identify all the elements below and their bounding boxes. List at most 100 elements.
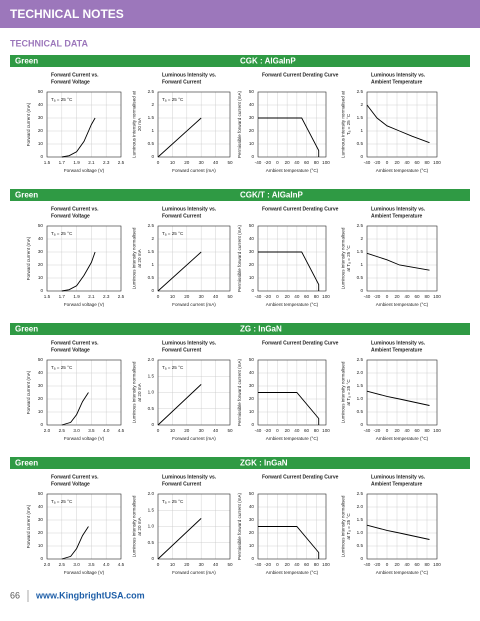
x-axis-label: Ambient temperature (°C) bbox=[266, 302, 319, 307]
annotation: Tₐ = 25 °C bbox=[51, 499, 73, 504]
y-tick-label: 1.5 bbox=[357, 249, 364, 254]
x-tick-label: 60 bbox=[414, 562, 420, 567]
x-tick-label: 4.5 bbox=[118, 562, 125, 567]
x-tick-label: 80 bbox=[314, 160, 320, 165]
x-tick-label: 0 bbox=[276, 428, 279, 433]
y-tick-label: 0 bbox=[251, 154, 254, 159]
annotation: Tₐ = 25 °C bbox=[162, 97, 184, 102]
y-axis-label: at 20 mA bbox=[137, 516, 142, 535]
y-tick-label: 30 bbox=[249, 115, 255, 120]
chart-title: Forward Current Derating Curve bbox=[262, 72, 339, 78]
y-tick-label: 0.5 bbox=[148, 540, 155, 545]
y-axis-label: Permissible forward current (mA) bbox=[237, 358, 242, 426]
y-tick-label: 0 bbox=[40, 288, 43, 293]
y-tick-label: 0.5 bbox=[148, 141, 155, 146]
y-tick-label: 1.5 bbox=[148, 249, 155, 254]
plot-frame bbox=[366, 359, 438, 426]
footer-url[interactable]: www.KingbrightUSA.com bbox=[35, 590, 145, 600]
y-tick-label: 0 bbox=[151, 422, 154, 427]
x-tick-label: 40 bbox=[404, 294, 410, 299]
section-color: Green bbox=[15, 325, 38, 334]
annotation: Tₐ = 25 °C bbox=[162, 365, 184, 370]
x-tick-label: 80 bbox=[314, 562, 320, 567]
x-tick-label: 10 bbox=[170, 294, 176, 299]
y-axis-label: Forward current (mA) bbox=[26, 102, 31, 146]
data-line bbox=[258, 251, 320, 291]
x-tick-label: 40 bbox=[404, 428, 410, 433]
y-axis-label: at Tₐ = 25 °C bbox=[346, 245, 351, 272]
x-tick-label: 60 bbox=[414, 160, 420, 165]
y-tick-label: 2.5 bbox=[357, 357, 364, 362]
x-tick-label: -20 bbox=[374, 428, 381, 433]
x-tick-label: 60 bbox=[304, 428, 310, 433]
chart-title: Luminous Intensity vs. bbox=[371, 72, 426, 78]
section-color: Green bbox=[15, 459, 38, 468]
y-tick-label: 10 bbox=[38, 275, 44, 280]
y-tick-label: 0 bbox=[40, 556, 43, 561]
x-tick-label: -20 bbox=[264, 562, 271, 567]
y-tick-label: 10 bbox=[38, 543, 44, 548]
y-tick-label: 0 bbox=[360, 154, 363, 159]
x-tick-label: 0 bbox=[386, 428, 389, 433]
x-axis-label: Ambient temperature (°C) bbox=[266, 436, 319, 441]
chart-title: Ambient Temperature bbox=[371, 347, 423, 353]
x-tick-label: 2.5 bbox=[59, 562, 66, 567]
y-tick-label: 0 bbox=[251, 556, 254, 561]
y-tick-label: 20 bbox=[38, 530, 44, 535]
y-tick-label: 30 bbox=[249, 249, 255, 254]
y-tick-label: 2 bbox=[151, 236, 154, 241]
x-axis-label: Forward voltage (V) bbox=[64, 168, 105, 173]
y-tick-label: 0.5 bbox=[148, 275, 155, 280]
y-tick-label: 2.5 bbox=[357, 223, 364, 228]
data-line bbox=[157, 518, 202, 560]
x-tick-label: 60 bbox=[414, 428, 420, 433]
plot-frame bbox=[366, 225, 438, 292]
x-tick-label: 2.0 bbox=[44, 428, 51, 433]
x-tick-label: 40 bbox=[213, 562, 219, 567]
x-tick-label: 30 bbox=[199, 562, 205, 567]
y-tick-label: 1.5 bbox=[148, 373, 155, 378]
chart-title: Forward Current vs. bbox=[51, 340, 99, 346]
y-tick-label: 2 bbox=[360, 236, 363, 241]
header-bar bbox=[0, 0, 480, 28]
x-tick-label: -20 bbox=[264, 294, 271, 299]
y-tick-label: 50 bbox=[38, 223, 44, 228]
x-tick-label: 2.5 bbox=[59, 428, 66, 433]
annotation: Tₐ = 25 °C bbox=[51, 97, 73, 102]
x-tick-label: -40 bbox=[255, 428, 262, 433]
section-material: ZGK : InGaN bbox=[240, 459, 288, 468]
chart-title: Luminous Intensity vs. bbox=[162, 72, 217, 78]
x-tick-label: 30 bbox=[199, 160, 205, 165]
section-bar bbox=[10, 189, 470, 201]
plot-frame bbox=[157, 91, 231, 158]
x-tick-label: 3.5 bbox=[88, 428, 95, 433]
x-tick-label: 40 bbox=[294, 562, 300, 567]
y-tick-label: 30 bbox=[249, 383, 255, 388]
x-tick-label: 20 bbox=[285, 160, 291, 165]
page-number: 66 bbox=[10, 590, 20, 600]
x-tick-label: 4.5 bbox=[118, 428, 125, 433]
section-bar bbox=[10, 55, 470, 67]
y-tick-label: 0.5 bbox=[357, 409, 364, 414]
chart-title: Forward Current bbox=[162, 347, 202, 353]
x-tick-label: 20 bbox=[184, 294, 190, 299]
y-tick-label: 0.5 bbox=[357, 543, 364, 548]
x-tick-label: 60 bbox=[304, 160, 310, 165]
x-tick-label: 40 bbox=[213, 160, 219, 165]
y-tick-label: 2.5 bbox=[148, 223, 155, 228]
x-tick-label: -20 bbox=[374, 294, 381, 299]
y-tick-label: 30 bbox=[38, 383, 44, 388]
x-axis-label: Ambient temperature (°C) bbox=[376, 570, 429, 575]
x-tick-label: -40 bbox=[255, 160, 262, 165]
chart-title: Forward Current Derating Curve bbox=[262, 206, 339, 212]
x-tick-label: 50 bbox=[227, 294, 233, 299]
section-color: Green bbox=[15, 57, 38, 66]
x-tick-label: 0 bbox=[157, 562, 160, 567]
y-tick-label: 2.0 bbox=[148, 491, 155, 496]
x-tick-label: 60 bbox=[304, 294, 310, 299]
y-axis-label: Permissible forward current (mA) bbox=[237, 224, 242, 292]
x-tick-label: 100 bbox=[433, 562, 441, 567]
x-tick-label: 80 bbox=[424, 562, 430, 567]
x-axis-label: Forward current (mA) bbox=[172, 570, 216, 575]
x-tick-label: -20 bbox=[374, 562, 381, 567]
